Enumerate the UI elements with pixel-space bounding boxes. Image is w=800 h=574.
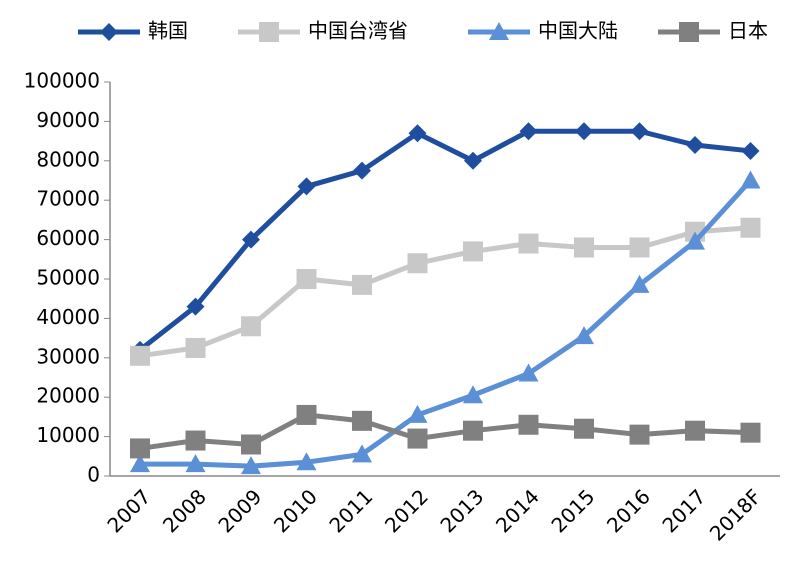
marker [130,345,150,366]
marker [629,274,650,293]
marker [352,444,372,463]
marker [463,420,483,441]
marker [629,424,650,445]
marker [518,414,539,435]
marker [407,253,428,274]
x-tick-label: 2013 [435,484,488,537]
x-tick-label: 2012 [380,484,433,537]
marker [352,274,372,295]
y-tick-label: 60000 [36,226,100,250]
marker [463,385,483,404]
x-tick-label: 2015 [546,484,599,537]
series-line [139,225,751,359]
marker [185,454,206,473]
marker [464,151,482,170]
marker [518,233,539,254]
y-tick-label: 100000 [24,69,100,93]
marker [352,410,372,431]
x-tick-label: 2008 [158,484,211,537]
marker [630,122,649,141]
x-tick-label: 2014 [491,484,544,537]
marker [685,231,705,250]
x-tick-label: 2009 [213,484,266,537]
marker [297,177,316,196]
marker [353,161,371,180]
x-tick-label: 2016 [602,484,655,537]
legend-label: 日本 [728,19,768,43]
x-tick-label: 2007 [102,484,155,537]
marker [185,430,206,451]
marker [518,363,539,382]
marker [740,217,761,238]
y-tick-label: 80000 [36,147,100,171]
legend-label: 中国大陆 [538,19,618,43]
y-tick-label: 0 [87,463,100,487]
marker [407,404,428,423]
y-tick-label: 50000 [36,266,100,290]
marker [259,22,279,42]
marker [242,230,260,249]
y-tick-label: 30000 [36,344,100,368]
y-tick-label: 20000 [36,384,100,408]
marker [408,124,427,143]
marker [686,136,704,155]
marker [185,337,206,358]
marker [575,122,593,141]
marker [241,456,261,475]
legend-label: 中国台湾省 [308,19,408,43]
marker [574,237,594,258]
marker [740,170,761,189]
x-tick-label: 2011 [324,484,377,537]
legend-label: 韩国 [148,19,188,43]
y-tick-label: 10000 [36,423,100,447]
marker [296,452,317,471]
marker [679,22,699,42]
marker [741,141,760,160]
marker [740,422,761,443]
marker [241,434,261,455]
marker [296,269,317,289]
x-tick-label: 2017 [657,484,710,537]
y-tick-label: 90000 [36,108,100,132]
marker [186,297,205,316]
marker [130,454,150,473]
marker [519,122,538,141]
marker [463,241,483,262]
x-tick-label: 2018F [705,484,766,545]
y-tick-label: 40000 [36,305,100,329]
series-line [139,412,751,451]
marker [241,316,261,337]
marker [296,404,317,425]
marker [489,22,509,40]
marker [130,438,150,459]
y-tick-label: 70000 [36,187,100,211]
series-line [140,178,753,469]
x-tick-label: 2010 [269,484,322,537]
marker [629,237,650,258]
series-line [138,128,751,352]
marker [407,428,428,449]
marker [100,23,118,41]
marker [574,418,594,439]
marker [685,420,705,441]
marker [574,326,594,345]
